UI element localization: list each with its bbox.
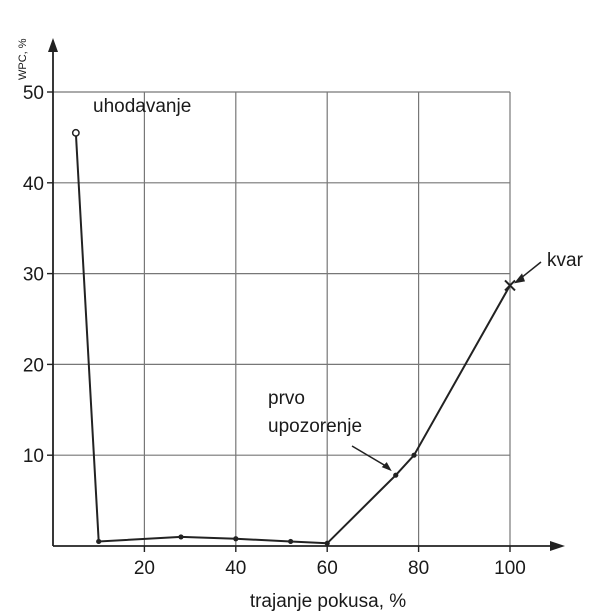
annotations: uhodavanje prvo upozorenje kvar (93, 96, 584, 472)
x-tick-label-0: 20 (134, 558, 155, 579)
x-tick-label-1: 40 (225, 558, 246, 579)
data-point-1 (96, 538, 102, 545)
y-tick-label-0: 10 (23, 446, 44, 467)
data-point-2 (178, 534, 184, 540)
series-line-0 (74, 132, 511, 545)
series (71, 128, 516, 546)
data-point-7 (411, 452, 417, 458)
y-tick-label-1: 20 (23, 355, 44, 376)
y-tick-label-4: 50 (23, 83, 44, 104)
annotation-kvar: kvar (547, 250, 584, 271)
arrowhead-kvar (514, 273, 525, 284)
data-point-4 (288, 538, 294, 545)
arrowhead-upozorenje (381, 462, 392, 472)
data-point-6 (393, 472, 399, 478)
y-tick-label-3: 40 (23, 174, 44, 195)
x-axis-label: trajanje pokusa, % (250, 591, 406, 612)
annotation-uhodavanje: uhodavanje (93, 96, 191, 117)
annotation-upozorenje: upozorenje (268, 416, 362, 437)
x-tick-label-3: 80 (408, 558, 429, 579)
data-point-3 (233, 536, 239, 542)
data-point-0 (71, 128, 80, 137)
grid (53, 91, 511, 546)
annotation-prvo: prvo (268, 388, 305, 409)
x-axis-arrow (550, 541, 565, 551)
x-tick-label-2: 60 (317, 558, 338, 579)
arrow-upozorenje (351, 445, 389, 468)
x-tick-label-4: 100 (494, 558, 526, 579)
tick-labels: 20 40 60 80 100 10 20 30 40 50 (23, 83, 526, 579)
y-axis-label: WPC, % (17, 38, 29, 80)
y-axis-arrow (48, 38, 58, 52)
data-point-5 (324, 540, 330, 546)
axes (47, 38, 565, 552)
data-point-8 (504, 279, 516, 292)
y-tick-label-2: 30 (23, 265, 44, 286)
